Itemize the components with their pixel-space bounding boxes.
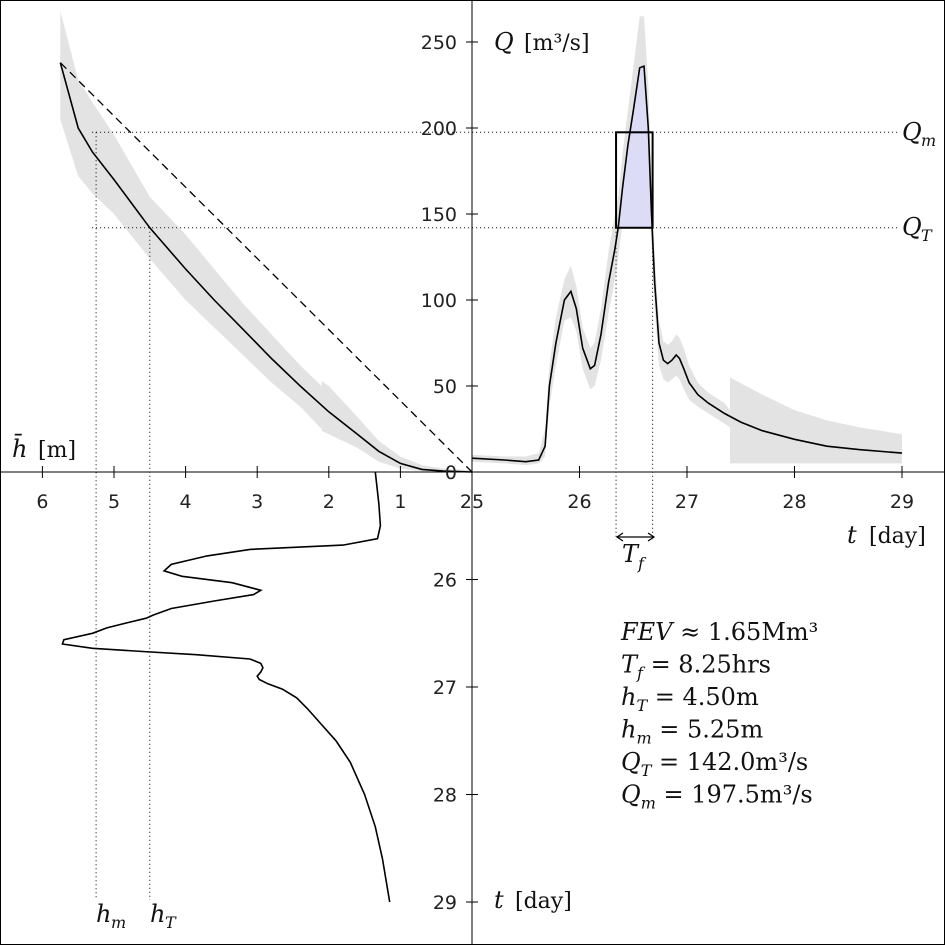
- h-axis-units: [m]: [38, 438, 76, 463]
- q-tick-label-0: 0: [445, 462, 457, 484]
- svg-text:T: T: [921, 226, 933, 245]
- stat-line-6: Qm = 197.5m³/s: [621, 781, 813, 813]
- stage-t-tick-label-27: 27: [433, 677, 457, 699]
- t-axis-units-vertical: [day]: [515, 889, 572, 914]
- rating-band-low: [321, 380, 472, 472]
- stat-line-2: Tf = 8.25hrs: [621, 651, 771, 683]
- q-tick-label-150: 150: [421, 204, 457, 226]
- flood-box: [615, 131, 654, 229]
- q-axis-symbol: Q: [494, 28, 514, 56]
- hydrograph-band-main: [472, 16, 730, 466]
- q-tick-label-100: 100: [421, 290, 457, 312]
- ht-label: h T: [150, 900, 177, 932]
- flood-duration-marker: T f: [615, 532, 656, 573]
- stat-line-5: QT = 142.0m³/s: [621, 748, 808, 780]
- flood-volume-region: [616, 66, 653, 228]
- stage-t-tick-label-29: 29: [433, 892, 457, 914]
- svg-text:h: h: [150, 900, 165, 928]
- tf-symbol: T: [622, 540, 640, 568]
- rating-reference-line: [59, 62, 473, 473]
- hydrograph-series: [471, 64, 903, 463]
- t-axis-units-horizontal: [day]: [869, 524, 926, 549]
- h-tick-label-6: 6: [36, 491, 48, 513]
- t-tick-label-26: 26: [567, 491, 591, 513]
- q-tick-label-200: 200: [421, 118, 457, 140]
- h-tick-label-3: 3: [251, 491, 263, 513]
- qt-label: Q T: [902, 213, 933, 245]
- hm-label: h m: [96, 900, 126, 932]
- q-axis-units: [m³/s]: [524, 31, 590, 56]
- ticks: 0 50 100 150 200 250 25 26 27 28 29 1 2 3 4 5 6 26 27 28 29: [36, 32, 914, 914]
- svg-text:Q: Q: [902, 118, 922, 146]
- stage-t-tick-label-28: 28: [433, 785, 457, 807]
- rating-curve-series: [59, 62, 473, 473]
- curves: [59, 62, 903, 903]
- hydrograph-band-tail: [730, 377, 902, 464]
- h-tick-label-5: 5: [108, 491, 120, 513]
- guide-lines: [92, 131, 897, 900]
- svg-text:h: h: [96, 900, 111, 928]
- h-tick-label-4: 4: [180, 491, 192, 513]
- svg-text:Q: Q: [902, 213, 922, 241]
- stat-line-3: hT = 4.50m: [621, 683, 759, 715]
- qm-label: Q m: [902, 118, 936, 150]
- stat-line-4: hm = 5.25m: [621, 716, 763, 748]
- q-tick-label-250: 250: [421, 32, 457, 54]
- t-tick-label-29: 29: [890, 491, 914, 513]
- svg-text:m: m: [111, 913, 126, 932]
- stat-line-1: FEV ≈ 1.65Mm³: [620, 618, 818, 646]
- uncertainty-bands: [60, 11, 902, 472]
- h-tick-label-1: 1: [394, 491, 406, 513]
- svg-text:m: m: [921, 131, 936, 150]
- h-axis-symbol: h̄: [12, 434, 27, 463]
- q-tick-label-50: 50: [433, 376, 457, 398]
- t-axis-symbol-vertical: t: [494, 886, 504, 914]
- t-axis-symbol-horizontal: t: [847, 521, 857, 549]
- arrow-head-left: [615, 532, 624, 542]
- t-tick-label-28: 28: [782, 491, 806, 513]
- tf-subscript: f: [637, 554, 647, 573]
- stage-t-tick-label-26: 26: [433, 570, 457, 592]
- t-tick-label-27: 27: [675, 491, 699, 513]
- h-tick-label-2: 2: [323, 491, 335, 513]
- svg-text:T: T: [165, 913, 177, 932]
- t-tick-label-25: 25: [460, 491, 484, 513]
- arrow-head-right: [647, 532, 656, 542]
- rating-band-main: [60, 11, 322, 429]
- stage-hydrograph-series: [61, 471, 391, 903]
